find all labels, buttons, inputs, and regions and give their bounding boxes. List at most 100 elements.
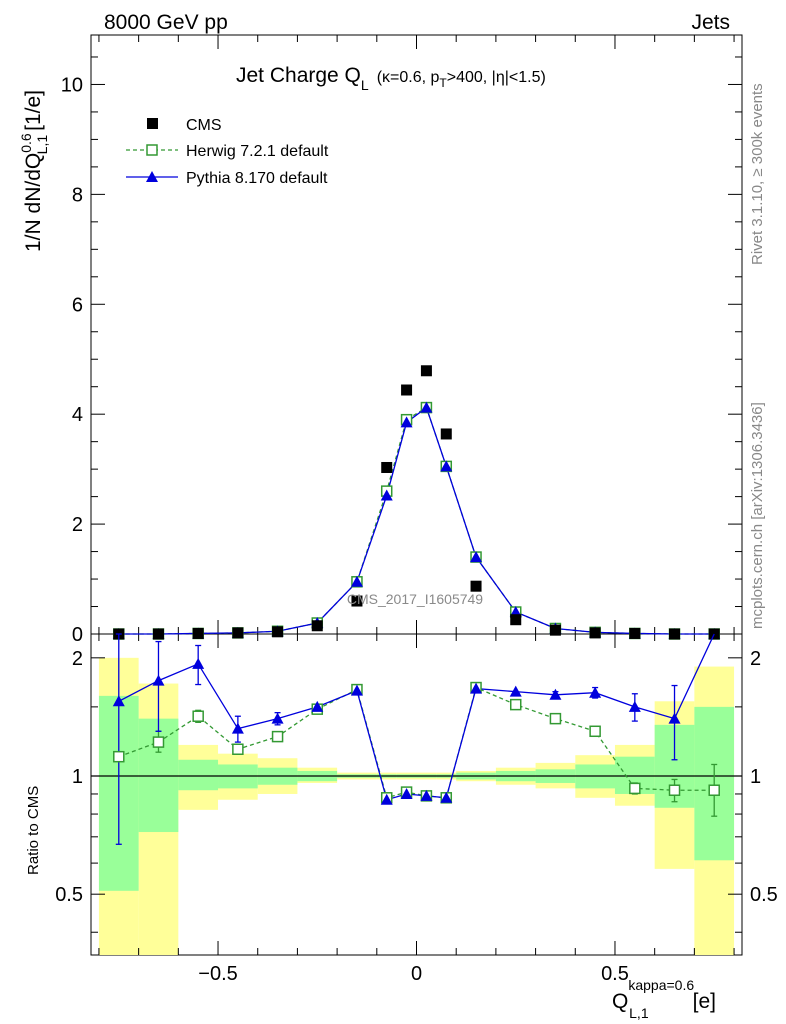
cms-point [152, 628, 164, 640]
pythia-point [400, 416, 413, 428]
plot-title-cond-b: >400, |η|<1.5) [447, 69, 546, 86]
pythia-ratio-point [509, 685, 522, 697]
cms-point [351, 595, 363, 607]
cms-point [420, 365, 432, 377]
cms-point [381, 461, 393, 473]
herwig-ratio-point [152, 736, 165, 748]
pythia-ratio-point [470, 682, 483, 694]
y-tick-label: 6 [72, 294, 83, 316]
pythia-ratio-point [192, 657, 205, 669]
pythia-point [440, 460, 453, 472]
pythia-point [470, 551, 483, 563]
cms-point [669, 628, 681, 640]
ratio-uncertainty-bands [98, 657, 735, 955]
inner-band-bin [178, 759, 219, 791]
pythia-ratio-point [420, 789, 433, 801]
legend-pythia-marker [146, 171, 158, 182]
cms-point [589, 627, 601, 639]
pythia-point [420, 401, 433, 413]
plot-title-main: Jet Charge Q [236, 64, 361, 87]
ratio-axes: 0.5 0.5 1 1 2 2 −0.5 0 0.5 [55, 634, 778, 985]
y-tick-label: 8 [72, 184, 83, 206]
legend-cms-marker [147, 118, 158, 129]
cms-point [232, 627, 244, 639]
pythia-ratio-line [118, 633, 715, 801]
x-tick-label: 0.5 [601, 963, 629, 985]
legend: CMS Herwig 7.2.1 default Pythia 8.170 de… [126, 117, 329, 187]
cms-point [470, 580, 482, 592]
energy-label: 8000 GeV pp [104, 11, 228, 34]
x-tick-label: −0.5 [198, 963, 237, 985]
y-axis-label-sub: L,1 [34, 135, 50, 155]
pythia-ratio-point [380, 793, 393, 805]
ratio-y-tick-label-right: 0.5 [750, 884, 778, 906]
y-axis-label-unit: [1/e] [22, 90, 45, 131]
y-tick-label: 2 [72, 514, 83, 536]
legend-herwig-label: Herwig 7.2.1 default [186, 143, 329, 160]
main-axes: 0 2 4 6 8 10 [61, 35, 742, 646]
pythia-line [118, 406, 715, 635]
plot-title: Jet Charge QL (κ=0.6, pT>400, |η|<1.5) [236, 64, 546, 93]
x-axis-label-unit: [e] [693, 990, 716, 1013]
cms-point [311, 620, 323, 632]
ratio-y-tick-label-right: 1 [750, 766, 761, 788]
herwig-ratio-point [113, 750, 125, 763]
herwig-ratio-point [549, 712, 562, 725]
plot-title-cond-sub: T [439, 76, 447, 90]
pythia-ratio-point [231, 722, 244, 734]
pythia-point [380, 489, 393, 501]
y-axis-label-sup: 0.6 [18, 133, 34, 153]
jets-label: Jets [691, 11, 730, 34]
herwig-ratio-point [668, 784, 681, 796]
ratio-axis-label: Ratio to CMS [25, 786, 42, 875]
legend-pythia-label: Pythia 8.170 default [186, 170, 328, 187]
cms-point [510, 614, 522, 626]
y-tick-label: 0 [72, 624, 83, 646]
cms-point [272, 626, 284, 638]
cms-point [192, 627, 204, 639]
cms-point [440, 428, 452, 440]
rivet-label: Rivet 3.1.10, ≥ 300k events [749, 83, 766, 265]
pythia-ratio-point [271, 712, 284, 724]
y-tick-label: 4 [72, 404, 83, 426]
herwig-ratio-point [192, 710, 204, 722]
legend-herwig-marker [146, 144, 158, 156]
x-axis-label-sub: L,1 [629, 1005, 649, 1021]
pythia-ratio-point [668, 712, 681, 724]
x-axis-label-main: Q [612, 990, 628, 1013]
pythia-point [350, 575, 363, 587]
pythia-ratio-point [400, 787, 413, 799]
pythia-ratio-point [440, 791, 453, 803]
ratio-plot-marks [112, 633, 720, 845]
analysis-watermark: CMS_2017_I1605749 [347, 591, 483, 607]
x-axis-label: Qkappa=0.6 L,1 [e] [612, 977, 716, 1021]
pythia-ratio-point [589, 686, 602, 698]
herwig-ratio-point [271, 730, 284, 743]
pythia-ratio-point [152, 674, 165, 686]
herwig-ratio-point [629, 782, 641, 795]
pythia-ratio-point [549, 688, 562, 700]
herwig-ratio-line [118, 686, 715, 799]
mcplots-label: mcplots.cern.ch [arXiv:1306.3436] [749, 402, 766, 629]
cms-point [401, 384, 413, 396]
pythia-ratio-point [112, 695, 125, 707]
pythia-ratio-point [311, 700, 324, 712]
pythia-ratio-point [350, 684, 363, 696]
y-axis-label-main: 1/N dN/dQ [22, 153, 45, 252]
ratio-y-tick-label: 2 [72, 648, 83, 670]
pythia-ratio-point [628, 700, 641, 712]
y-tick-label: 10 [61, 74, 83, 96]
cms-point [629, 627, 641, 639]
main-plot-marks [112, 365, 721, 640]
legend-cms-label: CMS [186, 117, 222, 134]
ratio-y-tick-label: 1 [72, 766, 83, 788]
x-axis-label-sup: kappa=0.6 [628, 977, 694, 993]
herwig-ratio-point [589, 725, 601, 738]
ratio-y-tick-label: 0.5 [55, 884, 83, 906]
ratio-y-tick-label-right: 2 [750, 648, 761, 670]
cms-point [549, 624, 561, 636]
herwig-ratio-point [509, 698, 522, 711]
herwig-ratio-point [708, 784, 720, 796]
herwig-ratio-point [232, 743, 244, 755]
